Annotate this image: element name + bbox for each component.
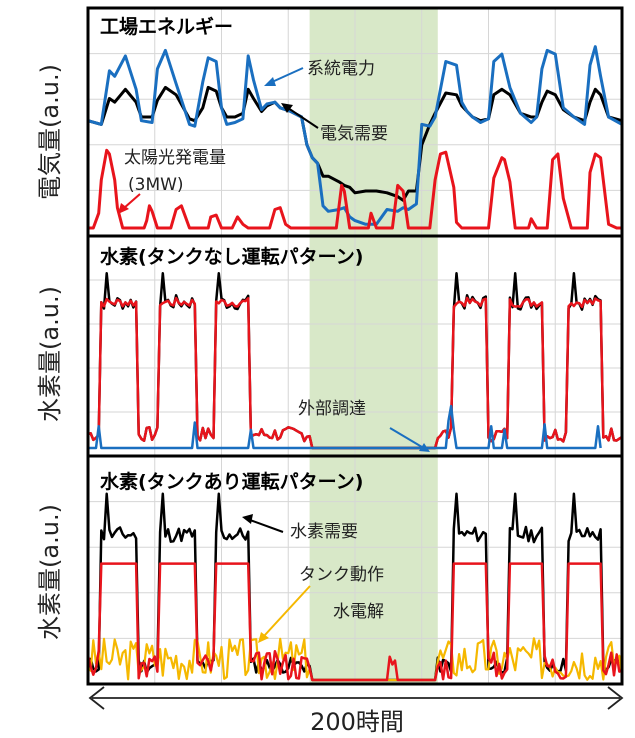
panel3-title: 水素(タンクあり運転パターン) xyxy=(100,470,363,493)
annotation-electrolysis: 水電解 xyxy=(333,602,384,622)
panel-3 xyxy=(86,456,624,684)
series-grid-power-line xyxy=(87,45,623,226)
highlight-band xyxy=(309,456,438,684)
arrow-solar xyxy=(123,193,141,209)
annotation-tank-operation: タンク動作 xyxy=(299,565,384,585)
panel-1 xyxy=(87,8,623,236)
arrowhead xyxy=(281,103,293,113)
highlight-band xyxy=(309,8,438,236)
x-axis-label: 200時間 xyxy=(310,708,404,736)
arrowhead xyxy=(258,632,269,643)
annotation-solar: 太陽光発電量 xyxy=(124,148,226,168)
panel2-title: 水素(タンクなし運転パターン) xyxy=(100,245,363,268)
series-external-supply-line xyxy=(88,404,602,450)
annotation-solar-capacity: (3MW) xyxy=(128,175,184,195)
panel1-title: 工場エネルギー xyxy=(100,16,233,38)
panel3-ylabel: 水素量(a.u.) xyxy=(36,504,64,640)
panel-border-3 xyxy=(86,454,624,686)
x-axis-arrow xyxy=(88,686,624,710)
arrow-hydrogen-demand xyxy=(249,519,284,533)
series-electric-demand-line xyxy=(87,85,623,202)
arrow-tank-operation xyxy=(263,585,311,637)
arrowhead xyxy=(118,203,129,214)
arrow-electric-demand xyxy=(287,107,319,129)
series-solar-line xyxy=(88,148,622,230)
arrowhead xyxy=(264,77,276,86)
annotation-grid-power: 系統電力 xyxy=(307,59,375,79)
annotation-hydrogen-demand: 水素需要 xyxy=(290,522,358,542)
arrowhead xyxy=(242,514,253,524)
highlight-band xyxy=(309,236,438,456)
panel2-ylabel: 水素量(a.u.) xyxy=(36,286,64,422)
arrowhead xyxy=(419,443,430,452)
series-electrolysis-line xyxy=(86,562,623,682)
panel-2 xyxy=(87,236,623,456)
annotation-external-supply: 外部調達 xyxy=(298,399,366,419)
panel1-ylabel: 電気量(a.u.) xyxy=(36,64,64,200)
arrow-grid-power xyxy=(271,67,304,83)
arrow-external-supply xyxy=(389,427,428,451)
annotation-electric-demand: 電気需要 xyxy=(320,124,388,144)
